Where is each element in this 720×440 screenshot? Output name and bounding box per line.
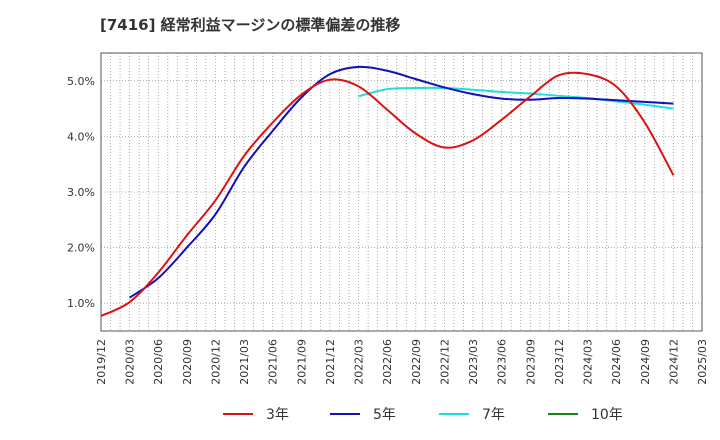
- x-tick-label: 2020/06: [152, 339, 165, 385]
- legend-label: 7年: [482, 407, 505, 423]
- plot-border: [100, 52, 703, 332]
- y-tick-label: 4.0%: [67, 130, 95, 143]
- x-tick-label: 2020/12: [209, 339, 222, 385]
- x-tick-label: 2023/12: [553, 339, 566, 385]
- series-line-5年: [129, 65, 674, 299]
- x-tick-label: 2024/03: [582, 339, 595, 385]
- x-tick-label: 2022/12: [438, 339, 451, 385]
- x-tick-label: 2019/12: [95, 339, 108, 385]
- x-tick-label: 2023/03: [467, 339, 480, 385]
- x-tick-label: 2022/09: [410, 339, 423, 385]
- x-tick-label: 2021/12: [324, 339, 337, 385]
- legend-label: 3年: [266, 407, 289, 423]
- legend-label: 10年: [591, 407, 623, 423]
- x-tick-label: 2025/03: [696, 339, 709, 385]
- x-tick-label: 2022/03: [353, 339, 366, 385]
- x-tick-label: 2021/06: [267, 339, 280, 385]
- x-tick-label: 2022/06: [381, 339, 394, 385]
- x-tick-label: 2023/09: [524, 339, 537, 385]
- x-tick-label: 2020/09: [181, 339, 194, 385]
- series-line-7年: [358, 86, 674, 110]
- y-tick-label: 1.0%: [67, 297, 95, 310]
- y-tick-label: 5.0%: [67, 75, 95, 88]
- x-tick-label: 2024/09: [639, 339, 652, 385]
- y-tick-label: 3.0%: [67, 186, 95, 199]
- x-tick-label: 2020/03: [124, 339, 137, 385]
- x-tick-label: 2021/09: [295, 339, 308, 385]
- x-tick-label: 2021/03: [238, 339, 251, 385]
- y-tick-label: 2.0%: [67, 242, 95, 255]
- series-line-3年: [100, 71, 675, 317]
- x-tick-label: 2023/06: [496, 339, 509, 385]
- x-tick-label: 2024/06: [610, 339, 623, 385]
- x-tick-label: 2024/12: [667, 339, 680, 385]
- chart-title: [7416] 経常利益マージンの標準偏差の推移: [100, 16, 401, 34]
- legend-label: 5年: [373, 407, 396, 423]
